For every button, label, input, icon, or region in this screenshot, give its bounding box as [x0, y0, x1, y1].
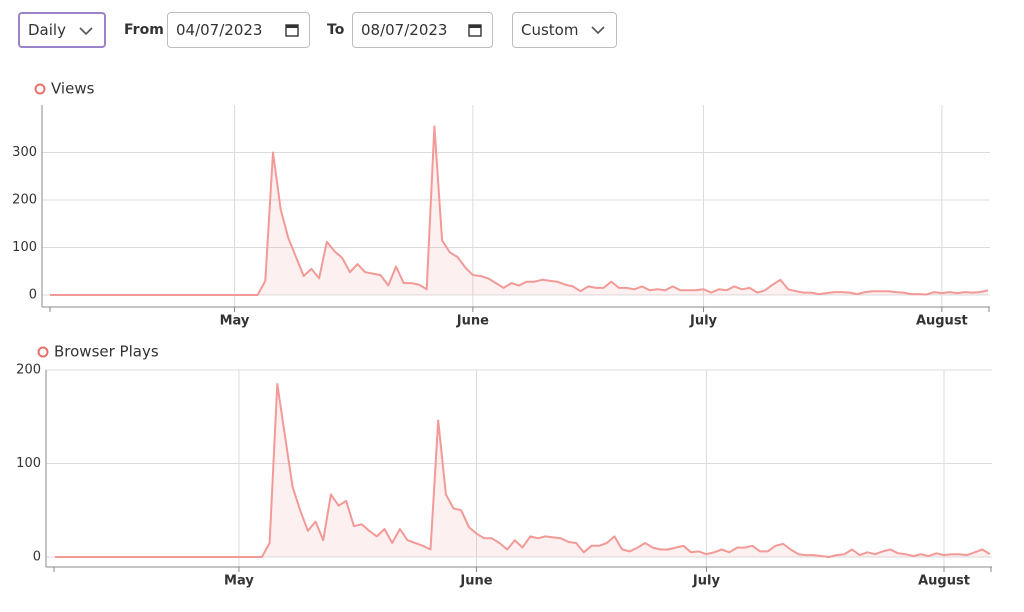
y-tick-label: 100: [16, 456, 41, 471]
chevron: [79, 27, 93, 36]
legend-label: Views: [51, 80, 95, 98]
calendar-icon: [285, 24, 299, 37]
period-select[interactable]: Daily: [18, 12, 106, 48]
y-tick-label: 300: [12, 145, 37, 160]
chevron: [591, 26, 605, 35]
period-value: Daily: [28, 21, 66, 39]
to-label: To: [327, 22, 345, 38]
y-tick-label: 100: [12, 240, 37, 255]
x-tick-label: May: [220, 314, 250, 329]
x-tick-label: June: [456, 314, 489, 329]
y-tick-label: 200: [16, 363, 41, 378]
range-select[interactable]: Custom: [512, 12, 617, 48]
y-tick-label: 0: [29, 288, 37, 303]
series-line: [55, 383, 991, 558]
x-tick-label: August: [918, 574, 970, 589]
to-value: 08/07/2023: [361, 21, 448, 39]
calendar-icon: [468, 24, 482, 37]
to-input[interactable]: 08/07/2023: [352, 12, 493, 48]
x-tick-label: August: [916, 314, 968, 329]
legend-marker: [34, 83, 46, 95]
x-tick-label: May: [224, 574, 254, 589]
series-line: [50, 125, 989, 296]
area-fill: [50, 126, 988, 296]
legend-marker: [37, 346, 49, 358]
x-tick-label: July: [689, 314, 718, 329]
y-tick-label: 200: [12, 193, 37, 208]
from-value: 04/07/2023: [176, 21, 263, 39]
from-label: From: [124, 22, 164, 38]
legend-label: Browser Plays: [54, 343, 159, 361]
y-tick-label: 0: [33, 550, 41, 565]
x-tick-label: June: [459, 574, 492, 589]
x-tick-label: July: [692, 574, 721, 589]
from-input[interactable]: 04/07/2023: [167, 12, 310, 48]
range-value: Custom: [521, 21, 579, 39]
area-fill: [55, 384, 990, 557]
